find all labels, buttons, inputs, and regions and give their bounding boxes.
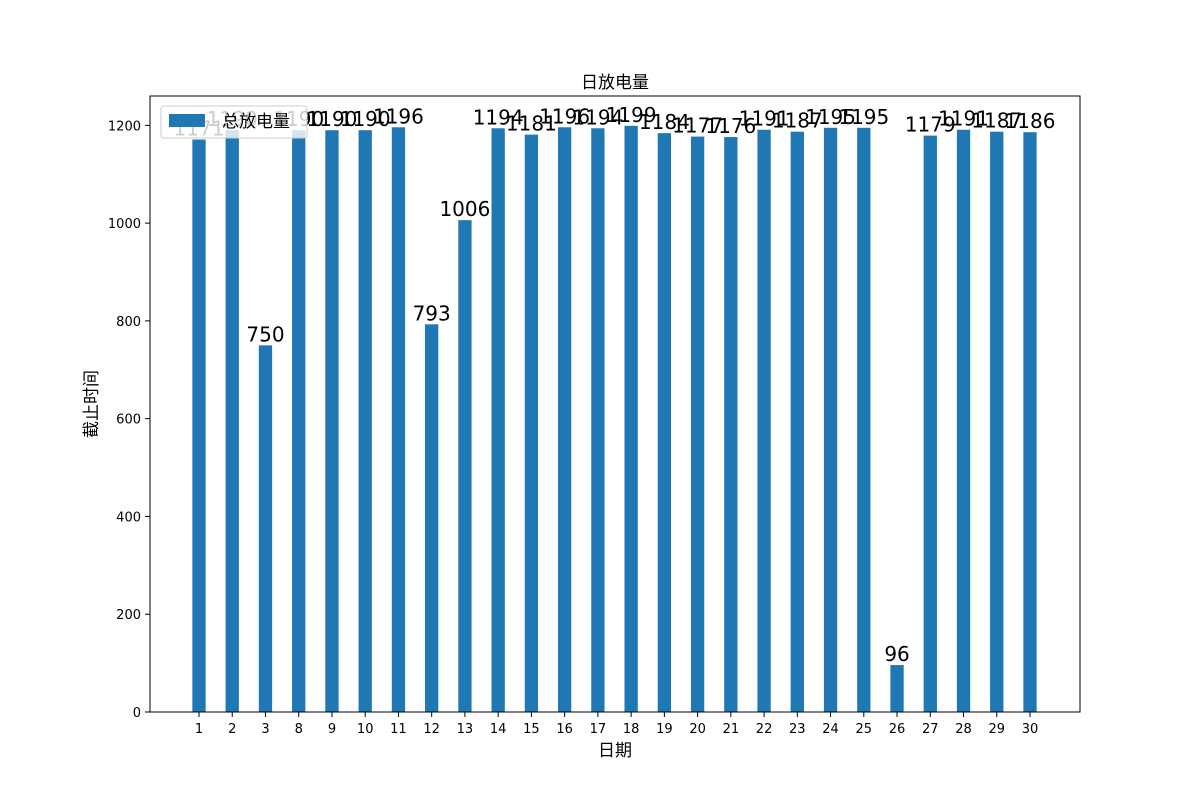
y-tick-label: 800	[116, 315, 141, 330]
bar	[591, 128, 605, 712]
bar	[857, 127, 871, 712]
bar	[757, 129, 771, 713]
bar	[524, 134, 539, 712]
data-label: 1181	[506, 112, 557, 136]
y-tick-label: 1200	[108, 119, 141, 134]
y-axis: 0 200 400 600 800 1000 1200	[108, 119, 150, 721]
data-label: 1199	[606, 103, 657, 127]
bar	[823, 127, 838, 712]
data-label: 1190	[340, 107, 391, 131]
data-label: 750	[246, 322, 284, 346]
data-labels-layer: 1171119075011901190119011967931006119411…	[174, 103, 1056, 666]
y-tick-label: 600	[116, 413, 141, 428]
plot-frame	[149, 95, 1081, 713]
data-label: 1179	[905, 113, 956, 137]
x-tick-label: 8	[295, 722, 303, 737]
bar	[923, 135, 937, 713]
bar	[557, 127, 572, 713]
legend: 总放电量	[160, 105, 308, 139]
data-label: 1194	[473, 105, 524, 129]
bar	[458, 220, 472, 712]
x-tick-label: 30	[1022, 722, 1039, 737]
x-tick-label: 1	[195, 722, 203, 737]
bar	[358, 130, 372, 713]
bar	[890, 665, 904, 712]
bar	[956, 129, 971, 713]
data-label: 1194	[572, 105, 623, 129]
x-tick-label: 3	[261, 722, 269, 737]
data-label: 1187	[772, 109, 823, 133]
bar	[624, 125, 638, 712]
data-label: 96	[884, 642, 909, 666]
x-tick-label: 25	[856, 722, 873, 737]
bar	[425, 324, 439, 712]
data-label: 1195	[838, 105, 889, 129]
x-tick-label: 9	[328, 722, 336, 737]
y-tick-label: 1000	[108, 217, 141, 232]
bar	[391, 127, 406, 713]
x-tick-label: 19	[656, 722, 673, 737]
x-tick-label: 15	[523, 722, 540, 737]
bar	[657, 133, 672, 712]
data-label: 1186	[1005, 109, 1056, 133]
x-tick-label: 23	[789, 722, 806, 737]
x-tick-label: 27	[922, 722, 939, 737]
chart-title: 日放电量	[581, 73, 649, 93]
legend-swatch	[169, 114, 205, 127]
data-label: 1006	[439, 197, 490, 221]
x-tick-label: 16	[556, 722, 573, 737]
bar	[990, 131, 1004, 712]
x-tick-label: 26	[889, 722, 906, 737]
data-label: 793	[413, 301, 451, 325]
data-label: 1191	[739, 107, 790, 131]
x-tick-label: 13	[457, 722, 474, 737]
bar	[325, 130, 339, 713]
x-tick-label: 29	[988, 722, 1005, 737]
bar	[258, 345, 273, 712]
x-tick-label: 14	[490, 722, 507, 737]
x-tick-label: 22	[756, 722, 773, 737]
bar	[790, 131, 804, 712]
data-label: 1187	[971, 109, 1022, 133]
x-tick-label: 18	[623, 722, 640, 737]
bar	[724, 137, 738, 712]
bar	[292, 130, 306, 713]
data-label: 1190	[307, 107, 358, 131]
x-tick-label: 11	[390, 722, 407, 737]
x-tick-label: 2	[228, 722, 236, 737]
data-label: 1191	[938, 107, 989, 131]
bar	[491, 128, 505, 712]
x-tick-label: 17	[590, 722, 607, 737]
x-tick-label: 20	[689, 722, 706, 737]
y-tick-label: 400	[116, 510, 141, 525]
x-tick-label: 21	[723, 722, 740, 737]
legend-label: 总放电量	[222, 112, 290, 132]
y-tick-label: 200	[116, 608, 141, 623]
bar	[225, 130, 239, 713]
bar	[690, 136, 705, 712]
data-label: 1184	[639, 110, 690, 134]
bar	[192, 139, 206, 712]
x-tick-label: 10	[357, 722, 374, 737]
bar	[1023, 132, 1037, 712]
x-tick-label: 24	[822, 722, 839, 737]
y-tick-label: 0	[133, 706, 141, 721]
data-label: 1195	[805, 105, 856, 129]
x-tick-label: 28	[955, 722, 972, 737]
data-label: 1177	[672, 114, 723, 138]
data-label: 1196	[373, 104, 424, 128]
x-axis-title: 日期	[598, 741, 632, 761]
bars-layer	[192, 125, 1037, 713]
x-tick-label: 12	[423, 722, 440, 737]
data-label: 1176	[705, 114, 756, 138]
x-axis: 1 2 3 8 9 10 11 12 13 14 15 16 17 18 19 20 21 22 23 24 25 26 2…	[195, 712, 1038, 737]
y-axis-title: 截止时间	[82, 370, 102, 438]
data-label: 1196	[539, 104, 590, 128]
